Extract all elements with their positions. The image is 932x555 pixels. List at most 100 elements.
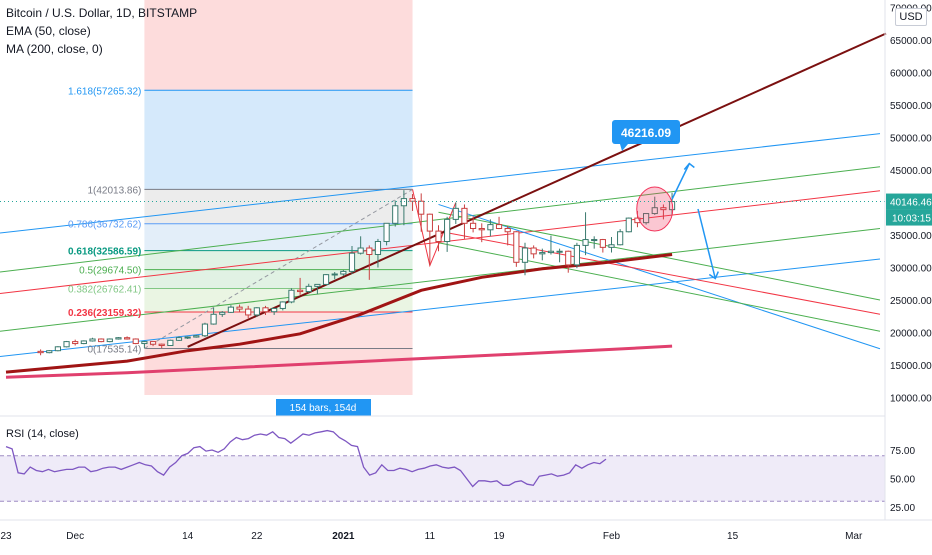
fib-zone-1-0786 (144, 189, 413, 224)
candle-body (115, 337, 122, 340)
candle-body (357, 247, 364, 254)
fib-zone-0236-0 (144, 311, 413, 349)
time-tick-label: 15 (727, 531, 739, 542)
price-tick-label: 25000.00 (890, 296, 932, 307)
price-tick-label: 50000.00 (890, 134, 932, 145)
candle-body (158, 343, 165, 347)
bar-count-label: 154 bars, 154d (290, 403, 357, 414)
price-tick-label: 45000.00 (890, 166, 932, 177)
fib-level-label: 0.236(23159.32) (68, 308, 141, 319)
fib-zone-bottom (144, 348, 413, 395)
candle-body (262, 307, 269, 313)
bar-count-box (276, 399, 371, 416)
candle-body (141, 341, 148, 345)
price-tick-label: 30000.00 (890, 264, 932, 275)
candle-body (582, 239, 589, 246)
candle-body (297, 289, 304, 293)
fib-level-label: 0.5(29674.50) (79, 266, 141, 277)
fib-zone-top (144, 0, 413, 91)
candle-body (366, 247, 373, 255)
rsi-tick-label: 25.00 (890, 503, 915, 514)
candle-body (530, 247, 537, 255)
candle-body (651, 207, 658, 215)
price-tick-label: 10000.00 (890, 394, 932, 405)
candle-body (219, 311, 226, 315)
candle-body (556, 250, 563, 253)
fib-level-label: 1.618(57265.32) (68, 86, 141, 97)
channel-line-green-upper (0, 166, 881, 273)
countdown-badge (886, 209, 932, 226)
candle-body (643, 213, 650, 224)
ema-legend[interactable]: EMA (50, close) (6, 24, 91, 38)
candle-body (271, 307, 278, 313)
candle-body (175, 337, 183, 341)
countdown-label: 10:03:15 (892, 214, 931, 225)
time-tick-label: Dec (66, 531, 84, 542)
candle-body (106, 338, 113, 343)
target-price-pointer (620, 144, 628, 151)
candle-body (253, 307, 260, 316)
candle-body (547, 250, 555, 254)
candle-body (227, 306, 235, 313)
downtrend-line-blue-1 (438, 203, 881, 350)
rsi-band (0, 455, 885, 502)
rsi-tick-label: 50.00 (890, 475, 915, 486)
ma-200-line (5, 344, 673, 379)
candle-body (167, 339, 174, 346)
candle-body (634, 217, 641, 224)
time-tick-label: 19 (493, 531, 505, 542)
candle-body (210, 313, 217, 325)
candle-body (470, 222, 477, 230)
candle-body (444, 218, 451, 242)
candle-body (452, 207, 459, 220)
time-tick-label: 14 (182, 531, 194, 542)
ema-50-line (5, 253, 673, 374)
price-tick-label: 20000.00 (890, 329, 932, 340)
candle-body (54, 346, 61, 352)
fib-level-label: 1(42013.86) (87, 185, 141, 196)
downtrend-line-green-2 (438, 242, 881, 332)
current-price-badge (886, 193, 932, 210)
candle-body (340, 270, 347, 275)
candle-body (98, 338, 105, 343)
time-tick-label: 22 (251, 531, 263, 542)
currency-badge[interactable]: USD (895, 8, 927, 26)
rsi-line (5, 429, 607, 488)
ma-legend[interactable]: MA (200, close, 0) (6, 42, 103, 56)
arrow-down-shaft (697, 208, 717, 279)
symbol-title[interactable]: Bitcoin / U.S. Dollar, 1D, BITSTAMP (6, 6, 198, 20)
candle-body (331, 273, 338, 276)
candle-body (521, 247, 529, 263)
price-tick-label: 15000.00 (890, 361, 932, 372)
candle-body (591, 239, 598, 242)
price-tick-label: 35000.00 (890, 231, 932, 242)
highlight-circle (636, 186, 674, 232)
candle-body (409, 198, 416, 202)
target-price-label: 46216.09 (621, 126, 671, 140)
candle-body (383, 222, 390, 243)
candle-body (201, 323, 209, 337)
candle-body (599, 239, 606, 248)
candle-body (46, 350, 53, 354)
rsi-legend: RSI (14, close) (6, 428, 79, 440)
time-tick-label: 11 (425, 531, 436, 542)
candle-body (132, 338, 139, 345)
rsi-tick-label: 75.00 (890, 446, 915, 457)
channel-line-green-lower (0, 228, 881, 332)
candle-body (149, 341, 157, 345)
candle-body (236, 306, 243, 310)
candle-body (392, 205, 399, 224)
candle-body (539, 252, 546, 255)
fib-level-label: 0(17535.14) (87, 345, 141, 356)
time-tick-label: Mar (845, 531, 863, 542)
candle-body (660, 207, 667, 211)
candle-body (495, 224, 503, 230)
candle-body (89, 338, 96, 342)
candle-body (348, 252, 356, 272)
candle-body (513, 231, 520, 263)
fib-level-label: 0.786(36732.62) (68, 220, 141, 231)
channel-line-blue-lower (0, 258, 881, 358)
candle-body (426, 213, 433, 232)
